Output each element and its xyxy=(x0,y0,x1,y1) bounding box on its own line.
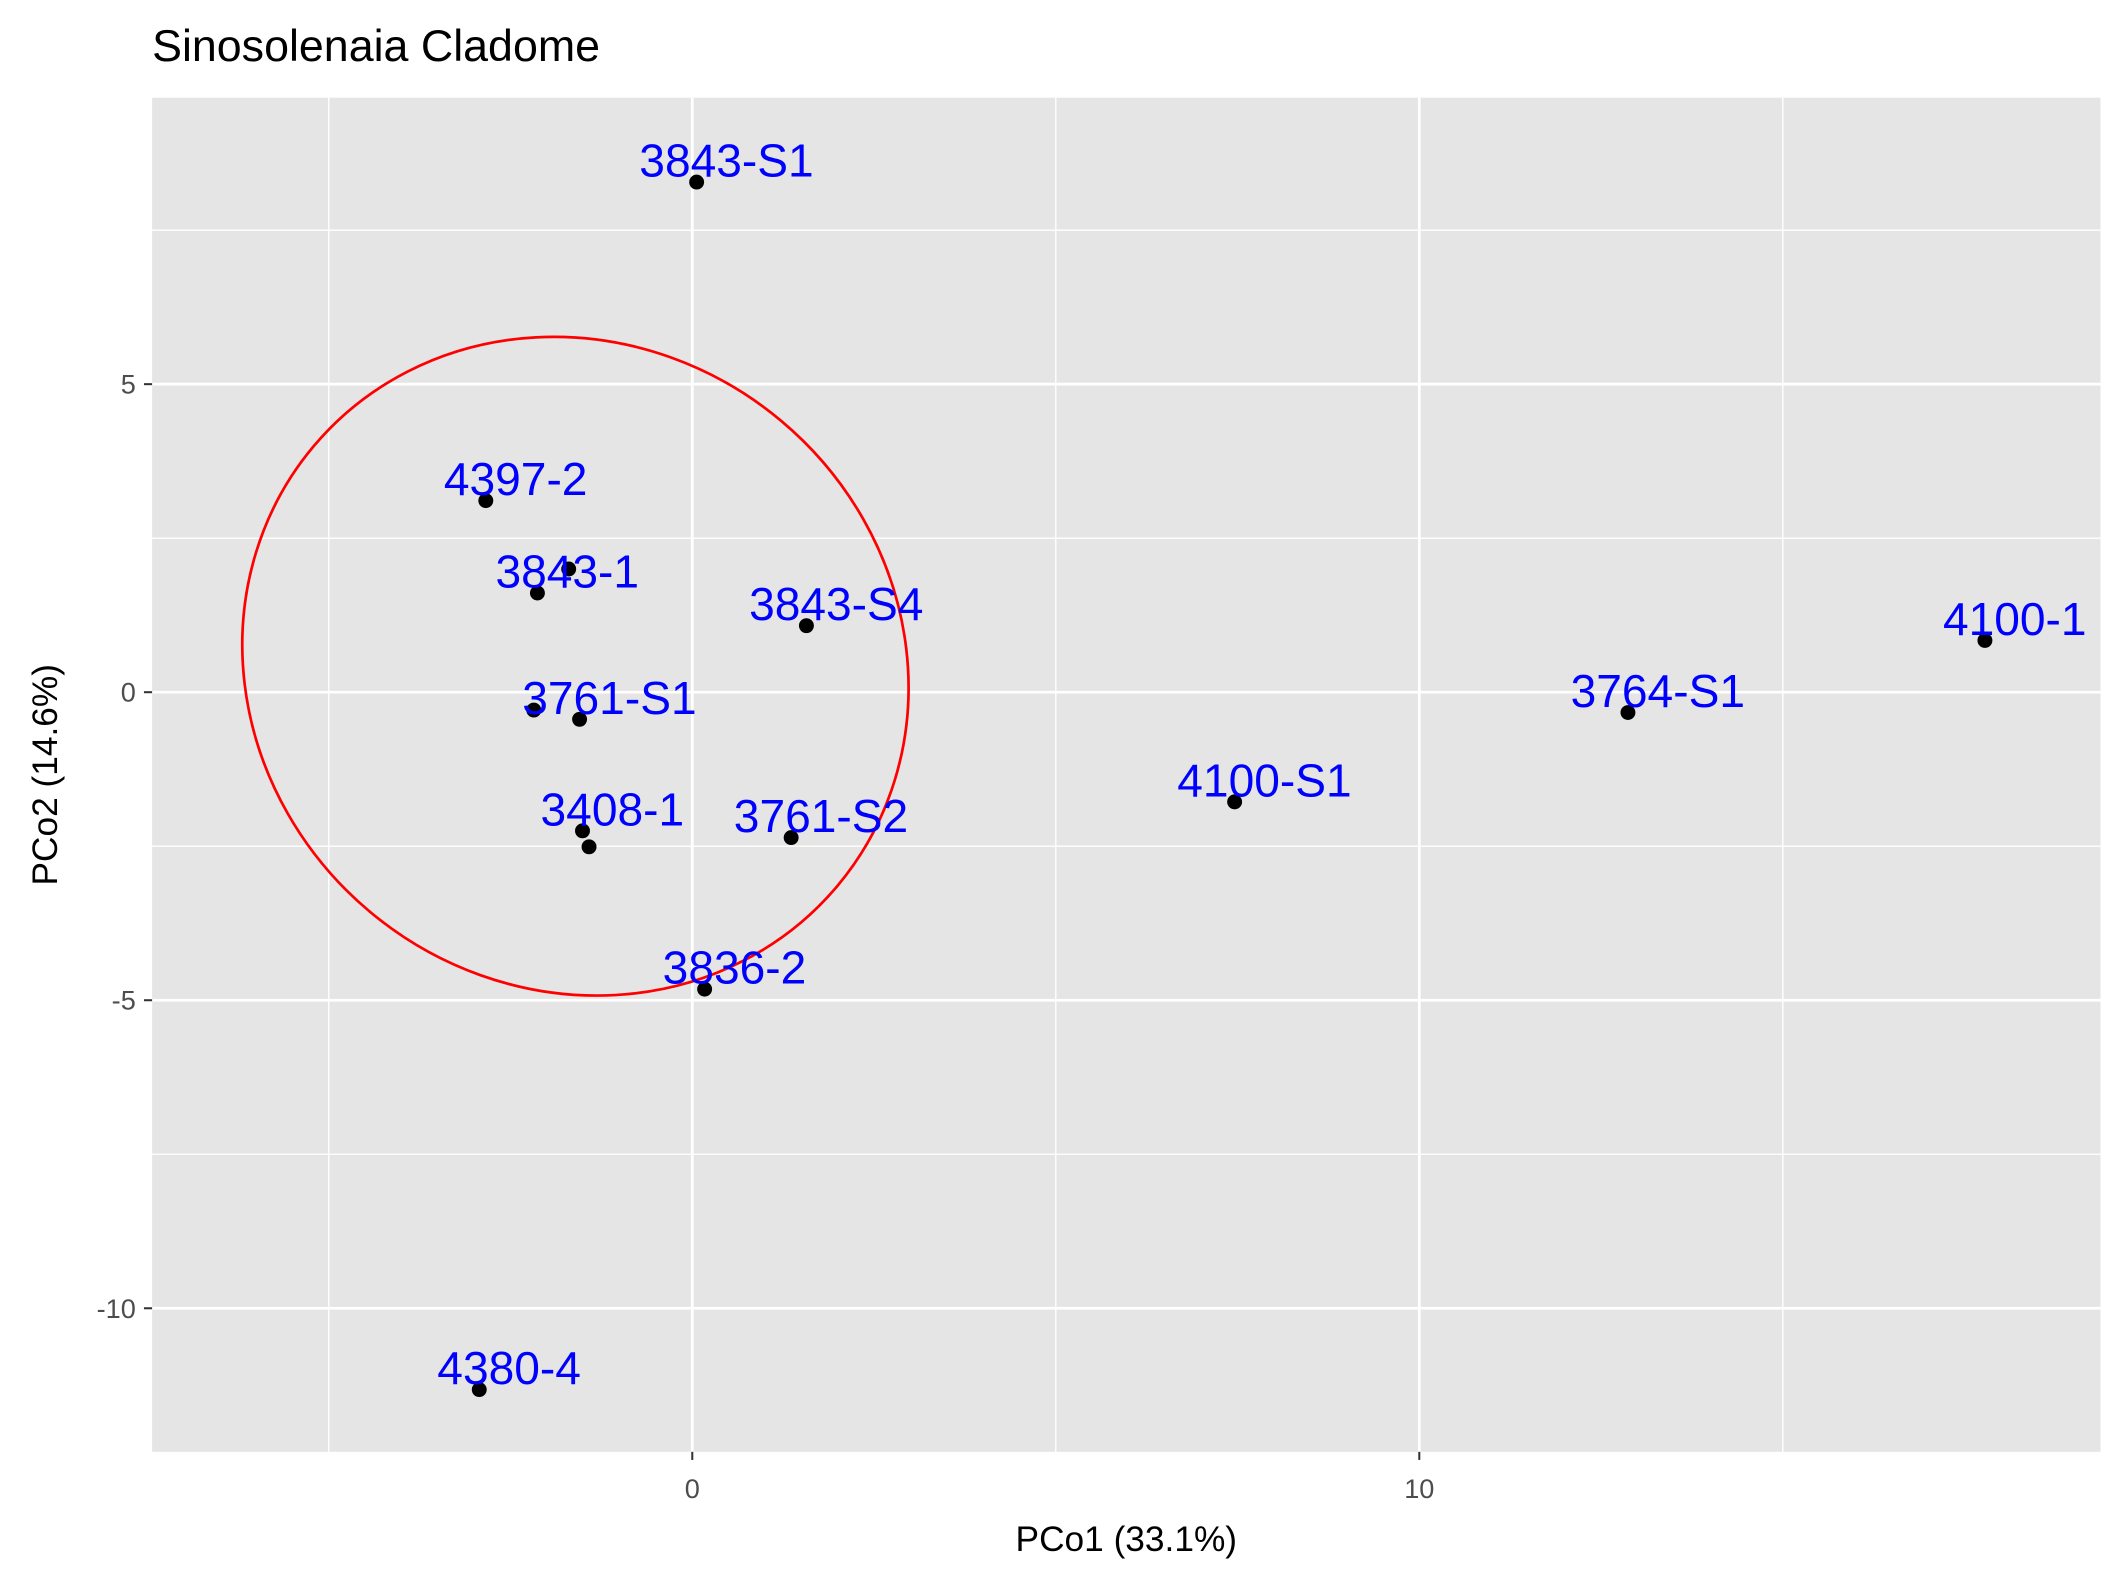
point-label: 3761-S2 xyxy=(734,790,908,842)
point-label: 3836-2 xyxy=(663,942,807,994)
y-tick-label: 0 xyxy=(121,677,136,708)
y-tick-label: -10 xyxy=(97,1293,136,1324)
point xyxy=(1977,632,1993,648)
point xyxy=(798,618,814,634)
point-label: 4380-4 xyxy=(437,1342,581,1394)
point-label: 3843-1 xyxy=(495,546,639,598)
point xyxy=(572,711,588,727)
chart-title: Sinosolenaia Cladome xyxy=(152,21,600,71)
point-label: 3843-S1 xyxy=(639,135,813,187)
point xyxy=(575,823,590,839)
point xyxy=(471,1382,487,1398)
point-label: 3408-1 xyxy=(541,783,685,835)
x-tick-label: 10 xyxy=(1404,1473,1434,1504)
point-label: 4100-S1 xyxy=(1177,754,1351,806)
point xyxy=(1620,705,1636,720)
point xyxy=(689,174,705,190)
panel xyxy=(152,97,2101,1452)
point-label: 3843-S4 xyxy=(749,578,923,630)
x-tick-label: 0 xyxy=(685,1473,700,1504)
point-label: 4397-2 xyxy=(444,453,588,505)
confidence-ellipse xyxy=(240,335,910,997)
point xyxy=(581,839,597,855)
point-label: 4100-1 xyxy=(1943,593,2087,645)
point-label: 3761-S1 xyxy=(522,672,696,724)
y-tick-label: 5 xyxy=(121,369,136,400)
point xyxy=(783,830,799,846)
x-axis-title: PCo1 (33.1%) xyxy=(1016,1520,1238,1559)
y-tick-label: -5 xyxy=(112,985,136,1016)
point xyxy=(529,585,545,601)
point xyxy=(526,702,542,718)
point xyxy=(697,981,713,997)
point-label: 3764-S1 xyxy=(1571,665,1745,717)
y-axis-title: PCo2 (14.6%) xyxy=(26,664,65,886)
point xyxy=(561,561,577,577)
point xyxy=(1227,794,1243,810)
point xyxy=(478,493,494,509)
